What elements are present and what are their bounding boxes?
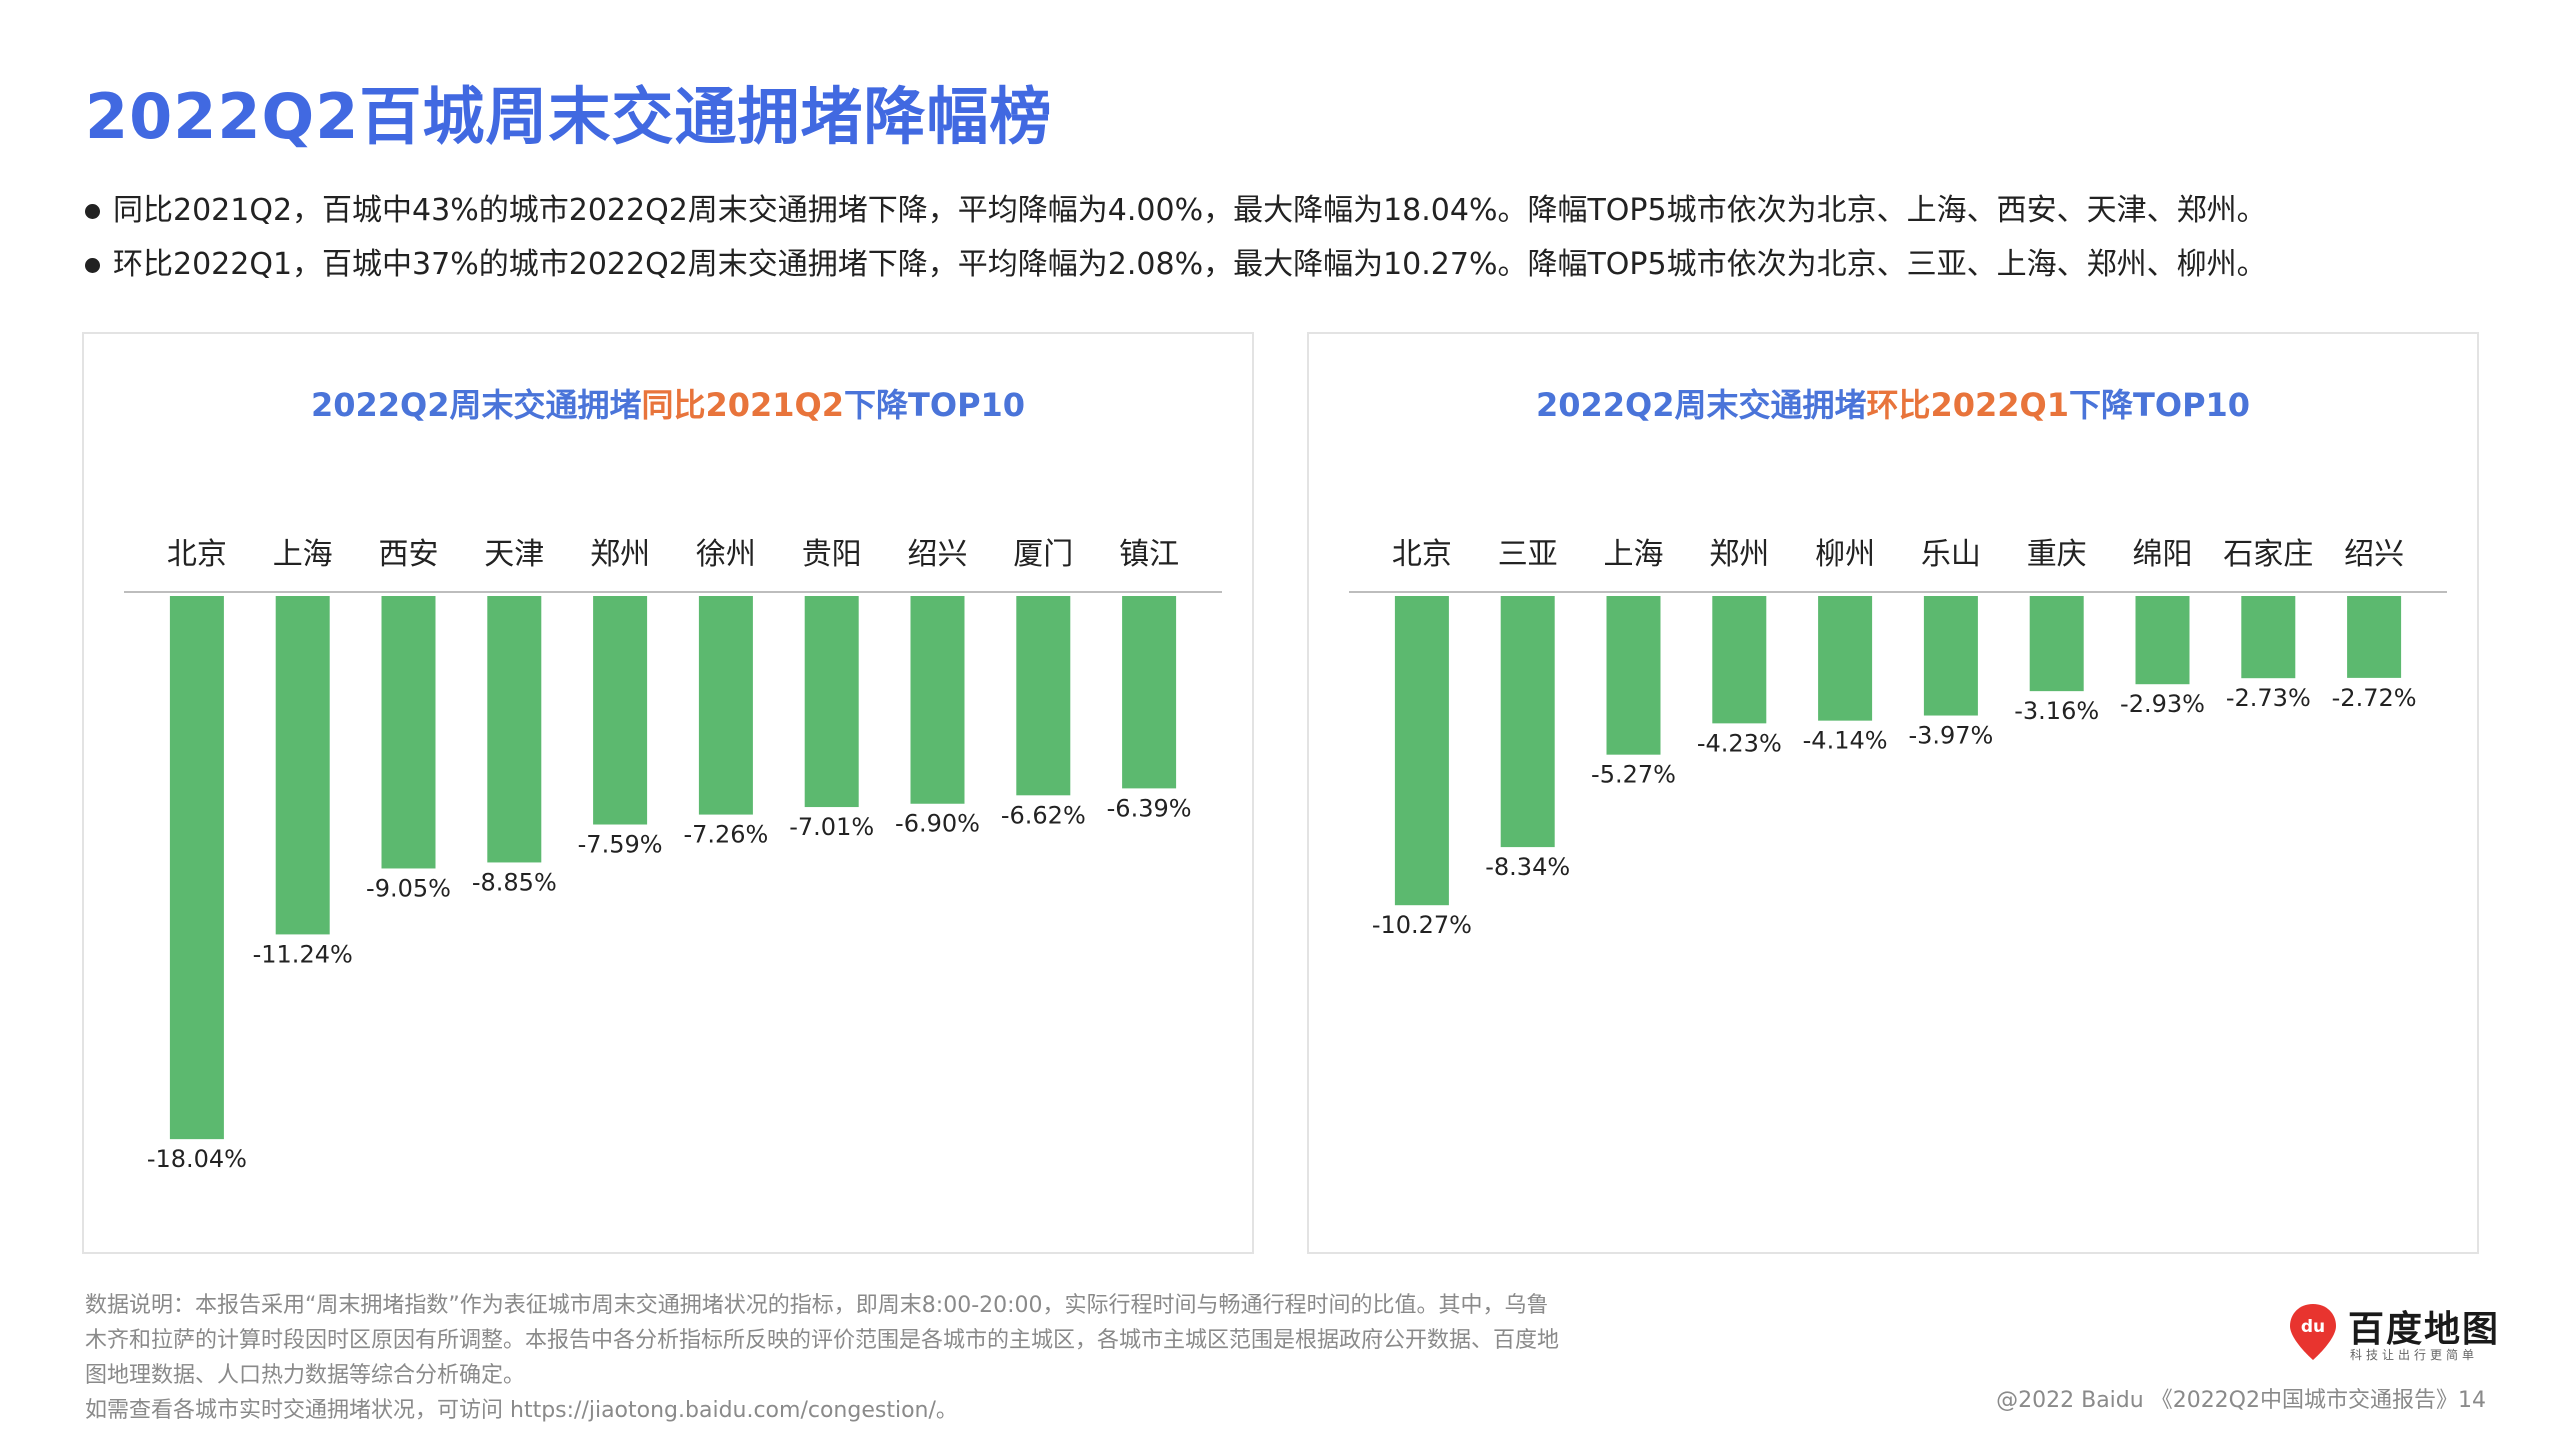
category-label: 上海 [273,537,333,572]
bar [1394,596,1449,906]
bar [910,596,965,804]
baidu-map-logo: du 百度地图 科技让出行更简单 [2286,1300,2498,1362]
page-title: 2022Q2百城周末交通拥堵降幅榜 [85,80,1053,153]
category-label: 天津 [484,537,544,572]
category-label: 郑州 [1709,537,1769,572]
category-label: 镇江 [1119,537,1179,572]
data-label: -18.04% [147,1145,247,1173]
category-label: 厦门 [1013,537,1073,572]
category-label: 柳州 [1815,537,1875,572]
logo-name: 百度地图 [2348,1309,2501,1350]
category-label: 三亚 [1498,537,1558,572]
category-label: 石家庄 [2223,537,2313,572]
chart-title-yoy: 2022Q2周末交通拥堵同比2021Q2下降TOP10 [84,380,1252,426]
data-label: -6.39% [1107,794,1192,822]
bar [1606,596,1661,755]
bar [2347,596,2402,678]
category-label: 上海 [1604,537,1664,572]
category-label: 绍兴 [2344,537,2404,572]
bar [1712,596,1767,724]
summary-bullet-qoq: 环比2022Q1，百城中37%的城市2022Q2周末交通拥堵下降，平均降幅为2.… [85,238,2485,292]
summary-bullet-yoy: 同比2021Q2，百城中43%的城市2022Q2周末交通拥堵下降，平均降幅为4.… [85,184,2485,238]
category-label: 绵阳 [2133,537,2193,572]
category-label: 北京 [1392,537,1452,572]
bar [593,596,648,825]
bar [169,596,224,1140]
bar [487,596,542,863]
bar [2029,596,2084,692]
chart-title-part: 2022Q2周末交通拥堵 [1535,386,1867,424]
data-label: -7.59% [578,831,663,859]
category-label: 西安 [379,537,439,572]
chart-panel-yoy: 2022Q2周末交通拥堵同比2021Q2下降TOP10 北京 -18.04% 上海 -… [82,332,1254,1254]
data-label: -6.90% [895,810,980,838]
category-label: 乐山 [1921,537,1981,572]
chart-panel-qoq: 2022Q2周末交通拥堵环比2022Q1下降TOP10 北京 -10.27% 三亚 -… [1307,332,2479,1254]
category-label: 郑州 [590,537,650,572]
data-note: 数据说明：本报告采用“周末拥堵指数”作为表征城市周末交通拥堵状况的指标，即周末8… [85,1288,1645,1428]
bar [1016,596,1071,796]
data-label: -2.73% [2226,684,2311,712]
data-label: -2.93% [2120,690,2205,718]
chart-title-highlight: 同比2021Q2 [641,386,845,424]
bar-chart-yoy: 北京 -18.04% 上海 -11.24% 西安 -9.05% 天津 -8.85% 郑州 -7.5… [124,537,1222,1173]
chart-title-part: 2022Q2周末交通拥堵 [310,386,642,424]
bar [2135,596,2190,685]
data-label: -2.72% [2332,684,2417,712]
data-label: -5.27% [1591,761,1676,789]
data-label: -11.24% [253,940,353,968]
data-note-line: 如需查看各城市实时交通拥堵状况，可访问 https://jiaotong.bai… [85,1398,958,1423]
bar [1500,596,1555,848]
category-label: 北京 [167,537,227,572]
data-label: -8.85% [472,868,557,896]
data-label: -8.34% [1485,853,1570,881]
chart-title-part: 下降TOP10 [844,386,1026,424]
data-label: -10.27% [1372,911,1472,939]
data-label: -3.16% [2014,697,2099,725]
logo-pin-text: du [2301,1317,2325,1337]
data-label: -4.14% [1803,727,1888,755]
data-note-line: 图地理数据、人口热力数据等综合分析确定。 [85,1363,526,1388]
category-label: 贵阳 [802,537,862,572]
data-label: -9.05% [366,874,451,902]
data-label: -7.01% [789,813,874,841]
bar [804,596,859,808]
bar [1122,596,1177,789]
chart-title-qoq: 2022Q2周末交通拥堵环比2022Q1下降TOP10 [1309,380,2477,426]
summary-bullets: 同比2021Q2，百城中43%的城市2022Q2周末交通拥堵下降，平均降幅为4.… [85,184,2485,292]
data-label: -7.26% [683,821,768,849]
bar [698,596,753,815]
chart-title-highlight: 环比2022Q1 [1866,386,2070,424]
page-footer: @2022 Baidu 《2022Q2中国城市交通报告》14 [1996,1388,2486,1413]
bar-chart-qoq: 北京 -10.27% 三亚 -8.34% 上海 -5.27% 郑州 -4.23% 柳州 -4.14… [1349,537,2447,939]
data-label: -6.62% [1001,801,1086,829]
chart-title-part: 下降TOP10 [2069,386,2251,424]
category-label: 徐州 [696,537,756,572]
category-label: 绍兴 [908,537,968,572]
data-note-line: 木齐和拉萨的计算时段因时区原因有所调整。本报告中各分析指标所反映的评价范围是各城… [85,1328,1560,1353]
bar [2241,596,2296,679]
logo-slogan: 科技让出行更简单 [2350,1348,2479,1362]
map-pin-icon: du [2290,1304,2336,1360]
data-note-line: 数据说明：本报告采用“周末拥堵指数”作为表征城市周末交通拥堵状况的指标，即周末8… [85,1293,1549,1318]
bar [381,596,436,869]
category-label: 重庆 [2027,537,2087,572]
bar [275,596,330,935]
data-label: -4.23% [1697,729,1782,757]
data-label: -3.97% [1908,722,1993,750]
bar [1818,596,1873,721]
bar [1923,596,1978,716]
